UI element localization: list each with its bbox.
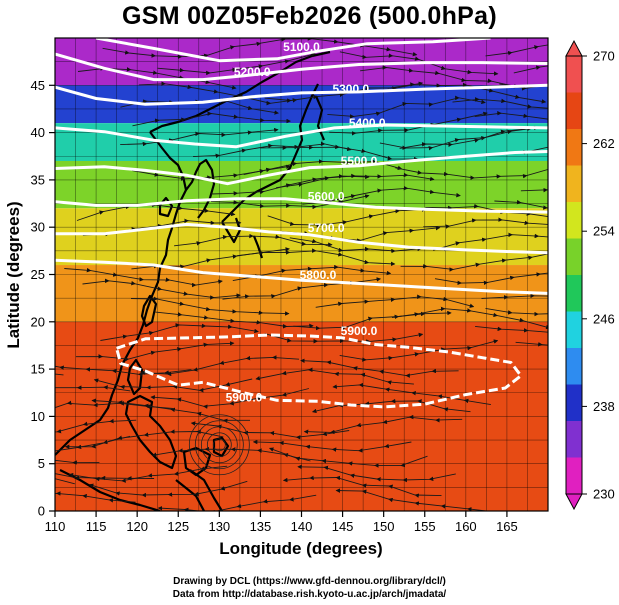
- colorbar-segment-5: [566, 238, 582, 276]
- contour-5600.0: [55, 197, 548, 214]
- contour-label-5600.0: 5600.0: [308, 190, 345, 204]
- y-tick-label-15: 15: [31, 362, 45, 377]
- x-tick-label-110: 110: [45, 519, 66, 534]
- contour-label-5100.0: 5100.0: [283, 40, 320, 54]
- colorbar-segment-1: [566, 92, 582, 130]
- x-axis-label: Longitude (degrees): [219, 539, 382, 558]
- contour-label-5700.0: 5700.0: [308, 221, 345, 235]
- colorbar-segment-7: [566, 311, 582, 349]
- x-tick-label-125: 125: [167, 519, 189, 534]
- x-tick-label-120: 120: [126, 519, 148, 534]
- y-tick-label-10: 10: [31, 409, 45, 424]
- contour-5700.0: [55, 222, 548, 255]
- colorbar-segment-0: [566, 56, 582, 93]
- colorbar-bottom-arrow: [565, 493, 583, 511]
- contour-5500.0: [55, 150, 548, 186]
- colorbar-segment-4: [566, 202, 582, 239]
- y-tick-label-5: 5: [38, 456, 45, 471]
- contour-label-5200.0: 5200.0: [234, 65, 271, 79]
- y-tick-label-20: 20: [31, 314, 45, 329]
- contour-5200.0: [55, 52, 548, 82]
- colorbar-tick-230: 230: [593, 487, 615, 502]
- x-tick-label-130: 130: [208, 519, 230, 534]
- contour-label-5900.0: 5900.0: [341, 324, 378, 338]
- x-tick-label-135: 135: [250, 519, 272, 534]
- x-tick-label-155: 155: [414, 519, 436, 534]
- height-contours: 5100.0 5200.0 5300.0 5400.0 5500.0 5600.0 5700…: [55, 38, 548, 409]
- credit-line-2: Data from http://database.rish.kyoto-u.a…: [172, 589, 447, 600]
- x-tick-label-115: 115: [86, 519, 107, 534]
- y-tick-label-45: 45: [31, 78, 45, 93]
- y-axis-label: Latitude (degrees): [4, 201, 23, 348]
- axes: 110 115 120 125 130 135 140 145 150 155 160 165 0 5 10…: [31, 78, 518, 534]
- colorbar-segment-3: [566, 165, 582, 203]
- contour-label-5400.0: 5400.0: [349, 116, 386, 130]
- contour-label-5900-secondary: 5900.0: [226, 390, 263, 404]
- colorbar-segment-8: [566, 348, 582, 385]
- colorbar-tick-238: 238: [593, 399, 615, 414]
- x-tick-label-145: 145: [332, 519, 354, 534]
- contour-label-5300.0: 5300.0: [332, 82, 369, 96]
- colorbar-segment-6: [566, 275, 582, 312]
- x-tick-label-165: 165: [496, 519, 518, 534]
- colorbar-tick-254: 254: [593, 224, 615, 239]
- contour-5900.0: [115, 333, 523, 409]
- colorbar: 230 238 246 254 262 270: [565, 39, 615, 511]
- colorbar-segment-9: [566, 384, 582, 422]
- credit-line-1: Drawing by DCL (https://www.gfd-dennou.o…: [173, 576, 446, 587]
- colorbar-tick-246: 246: [593, 311, 615, 326]
- colorbar-tick-270: 270: [593, 49, 615, 64]
- y-tick-label-40: 40: [31, 125, 45, 140]
- chart-title: GSM 00Z05Feb2026 (500.0hPa): [122, 2, 497, 30]
- contour-label-5800.0: 5800.0: [300, 268, 337, 282]
- y-tick-label-30: 30: [31, 220, 45, 235]
- x-tick-label-140: 140: [291, 519, 313, 534]
- y-tick-label-0: 0: [38, 504, 45, 519]
- contour-5800.0: [55, 258, 548, 295]
- y-tick-label-25: 25: [31, 267, 45, 282]
- contour-5100.0: [95, 38, 491, 63]
- contour-5300.0: [55, 83, 548, 106]
- y-tick-label-35: 35: [31, 172, 45, 187]
- colorbar-tick-262: 262: [593, 136, 615, 151]
- x-tick-label-160: 160: [455, 519, 477, 534]
- colorbar-top-arrow: [565, 39, 583, 57]
- x-tick-label-150: 150: [373, 519, 395, 534]
- colorbar-frame: [565, 55, 583, 495]
- contour-label-5500.0: 5500.0: [341, 154, 378, 168]
- contour-5400.0: [55, 123, 548, 149]
- colorbar-segment-2: [566, 129, 582, 166]
- colorbar-segment-11: [566, 457, 582, 495]
- colorbar-segment-10: [566, 421, 582, 458]
